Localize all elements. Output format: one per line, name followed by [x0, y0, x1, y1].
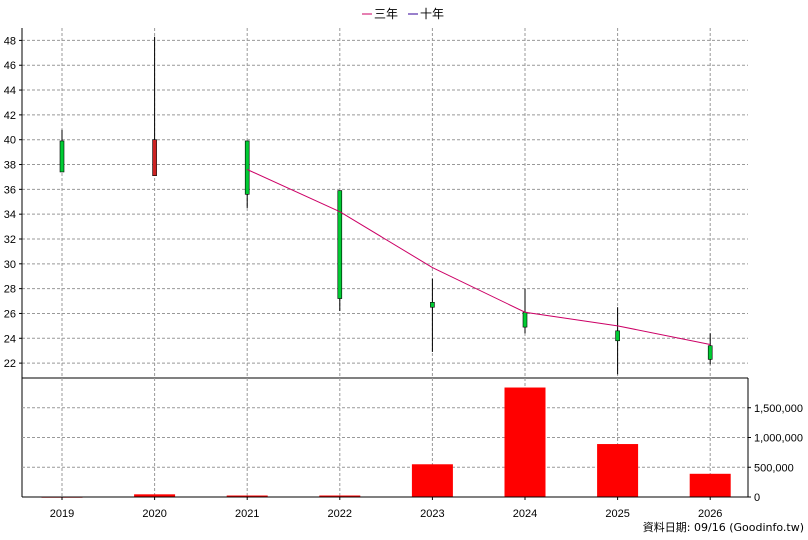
volume-bars: [41, 387, 731, 498]
price-panel: 22 24 26 28 30 32 34 36 38 40 42 44 46 48: [4, 28, 748, 497]
volume-panel: 0 500,000 1,000,000 1,500,000: [22, 377, 803, 504]
price-tick-label: 44: [4, 85, 16, 97]
three-year-line-path: [246, 169, 711, 345]
volume-bar-2021: [226, 495, 268, 497]
x-tick-label-2020: 2020: [142, 508, 166, 520]
x-tick-label-2026: 2026: [698, 508, 722, 520]
legend-label-2: 十年: [420, 7, 444, 21]
legend-label-1: 三年: [374, 7, 398, 21]
volume-bar-2023: [411, 464, 453, 497]
price-tick-label: 40: [4, 135, 16, 147]
legend: 三年 十年: [362, 7, 444, 21]
price-grid: [22, 28, 748, 378]
price-tick-label: 24: [4, 333, 16, 345]
price-tick-label: 36: [4, 184, 16, 196]
price-plot-area: [22, 28, 748, 378]
candle-body-2022: [337, 190, 343, 299]
price-axis: 22 24 26 28 30 32 34 36 38 40 42 44 46 48: [4, 28, 23, 497]
candle-body-2026: [707, 345, 713, 360]
volume-bar-2022: [319, 495, 361, 497]
volume-axis: 0 500,000 1,000,000 1,500,000: [747, 378, 803, 504]
volume-tick-label: 500,000: [754, 462, 794, 474]
candle-body-2021: [244, 140, 250, 195]
three-year-line: [246, 169, 711, 345]
x-axis: 2019 2020 2021 2022 2023 2024 2025 2026: [22, 496, 748, 520]
price-tick-label: 30: [4, 259, 16, 271]
x-tick-label-2019: 2019: [50, 508, 74, 520]
price-tick-label: 42: [4, 110, 16, 122]
volume-tick-label: 1,500,000: [754, 403, 803, 415]
candle-body-2019: [59, 140, 65, 173]
x-tick-label-2021: 2021: [235, 508, 259, 520]
price-tick-label: 46: [4, 60, 16, 72]
x-tick-label-2025: 2025: [605, 508, 629, 520]
candle-body-2020: [152, 139, 157, 176]
x-tick-label-2022: 2022: [328, 508, 352, 520]
volume-tick-label: 0: [754, 492, 760, 504]
candle-body-2025: [615, 330, 620, 342]
price-tick-label: 26: [4, 308, 16, 320]
price-tick-label: 32: [4, 234, 16, 246]
candle-body-2023: [430, 301, 435, 308]
price-tick-label: 28: [4, 284, 16, 296]
x-tick-label-2023: 2023: [420, 508, 444, 520]
candle-body-2024: [522, 311, 528, 328]
price-tick-label: 22: [4, 358, 16, 370]
volume-bar-2025: [597, 444, 639, 497]
x-tick-label-2024: 2024: [513, 508, 537, 520]
footer-date: 資料日期: 09/16 (Goodinfo.tw): [643, 520, 804, 534]
price-tick-label: 38: [4, 160, 16, 172]
volume-grid: [22, 377, 748, 497]
volume-tick-label: 1,000,000: [754, 433, 803, 445]
volume-bar-2024: [504, 387, 546, 497]
price-tick-label: 34: [4, 209, 16, 221]
price-tick-label: 48: [4, 35, 16, 47]
candles: [59, 36, 713, 375]
volume-bar-2026: [689, 473, 731, 497]
volume-bar-2020: [134, 494, 176, 497]
